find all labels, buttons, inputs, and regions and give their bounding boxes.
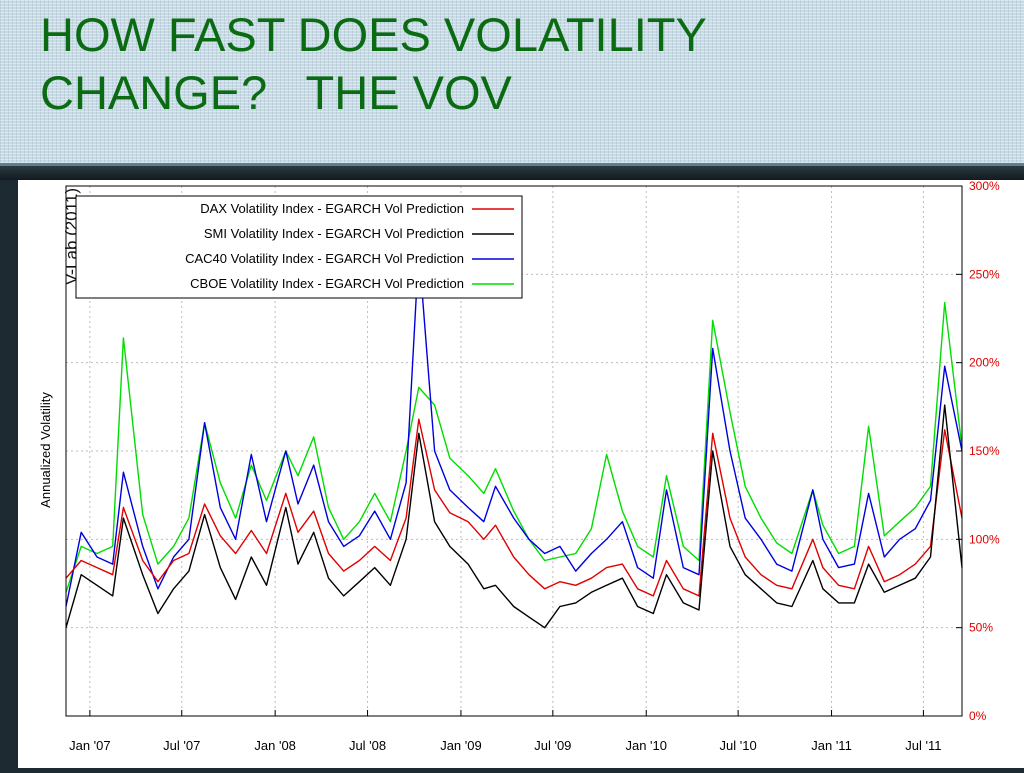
x-tick-label: Jan '11: [811, 738, 852, 753]
y-tick-label: 150%: [969, 444, 1000, 458]
slide-header: HOW FAST DOES VOLATILITY CHANGE? THE VOV: [0, 0, 1024, 166]
x-tick-label: Jan '10: [625, 738, 667, 753]
grid: [66, 186, 962, 716]
legend-label: SMI Volatility Index - EGARCH Vol Predic…: [204, 226, 464, 241]
y-tick-label: 0%: [969, 709, 987, 723]
x-tick-label: Jul '09: [534, 738, 571, 753]
x-tick-label: Jul '07: [163, 738, 200, 753]
slide-title-line-2: CHANGE? THE VOV: [40, 66, 512, 119]
chart-container: Jan '07 Jul '07 Jan '08 Jul '08 Jan '09 Jul '…: [18, 179, 1024, 768]
volatility-chart: Jan '07 Jul '07 Jan '08 Jul '08 Jan '09 Jul '…: [38, 179, 1000, 753]
series-line-3: [65, 248, 963, 607]
y-axis-label: Annualized Volatility: [38, 392, 53, 508]
axis-ticks: [89, 185, 962, 717]
x-tick-label: Jul '10: [720, 738, 757, 753]
x-tick-label: Jul '08: [349, 738, 386, 753]
y-tick-label: 250%: [969, 267, 1000, 281]
y-tick-label: 100%: [969, 532, 1000, 546]
x-tick-label: Jan '09: [440, 738, 482, 753]
series-line-2: [65, 404, 963, 629]
legend-box: [75, 195, 523, 299]
legend-label: CBOE Volatility Index - EGARCH Vol Predi…: [190, 276, 464, 291]
y-tick-label: 50%: [969, 621, 993, 635]
x-tick-label: Jan '07: [69, 738, 111, 753]
legend: DAX Volatility Index - EGARCH Vol Predic…: [75, 195, 523, 299]
series-line-1: [65, 418, 963, 597]
header-divider: [0, 166, 1024, 180]
x-axis-labels: Jan '07 Jul '07 Jan '08 Jul '08 Jan '09 Jul '…: [69, 738, 941, 753]
series-line-4: [65, 301, 963, 593]
y-tick-label: 300%: [969, 180, 1000, 193]
legend-label: DAX Volatility Index - EGARCH Vol Predic…: [200, 201, 464, 216]
y-axis-labels: 0% 50% 100% 150% 200% 250% 300%: [969, 179, 1000, 723]
series-lines: [65, 248, 963, 629]
slide-title: HOW FAST DOES VOLATILITY CHANGE? THE VOV: [40, 6, 1000, 122]
y-tick-label: 200%: [969, 356, 1000, 370]
x-tick-label: Jan '08: [254, 738, 296, 753]
legend-label: CAC40 Volatility Index - EGARCH Vol Pred…: [185, 251, 464, 266]
x-tick-label: Jul '11: [905, 738, 941, 753]
slide-title-line-1: HOW FAST DOES VOLATILITY: [40, 8, 707, 61]
